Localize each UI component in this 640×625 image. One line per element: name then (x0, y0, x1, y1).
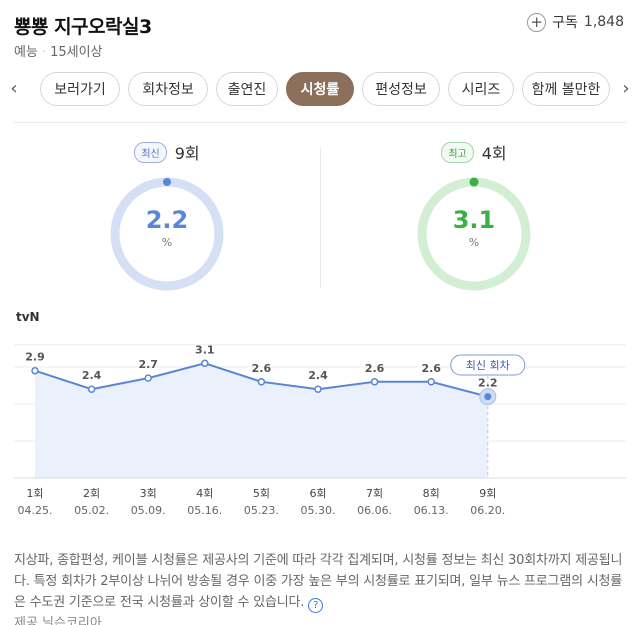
data-label: 2.6 (421, 362, 441, 375)
tab-schedule[interactable]: 편성정보 (362, 72, 440, 106)
highest-donut-marker (469, 177, 479, 187)
data-source: 제공 닐슨코리아 (14, 616, 102, 625)
latest-badge: 최신 (134, 141, 167, 163)
data-point (31, 366, 39, 375)
chevron-right-icon[interactable]: › (622, 78, 630, 99)
x-tick-label: 4회 (196, 487, 213, 500)
program-title[interactable]: 뿅뿅 지구오락실3 (14, 16, 152, 38)
channel-label: tvN (16, 310, 40, 324)
x-tick-date: 05.09. (131, 504, 166, 517)
data-point (257, 378, 266, 386)
program-meta: 예능 · 15세이상 (14, 45, 103, 60)
program-header: 뿅뿅 지구오락실3 예능 · 15세이상 + 구독 1,848 (0, 0, 640, 62)
data-label: 3.1 (195, 343, 215, 356)
highest-episode: 4회 (481, 144, 507, 163)
data-point (427, 378, 435, 386)
tab-episode-info[interactable]: 회차정보 (128, 72, 208, 106)
x-tick-label: 9회 (479, 487, 496, 500)
subscribe-button[interactable]: + 구독 1,848 (527, 12, 624, 32)
highest-rating-value: 3.1 (452, 206, 496, 234)
tab-ratings[interactable]: 시청률 (286, 72, 354, 106)
latest-donut-chart (110, 177, 224, 291)
data-label: 2.9 (25, 351, 45, 364)
x-tick-date: 06.06. (357, 504, 392, 517)
highest-badge: 최고 (441, 141, 474, 163)
x-tick-date: 05.23. (244, 504, 279, 517)
x-tick-date: 05.02. (74, 504, 109, 517)
tab-bar: ‹ 보러가기 회차정보 출연진 시청률 편성정보 시리즈 함께 볼만한 › (0, 70, 640, 110)
latest-callout (450, 354, 526, 376)
latest-rating-unit: % (161, 236, 173, 249)
series-area (35, 363, 488, 478)
x-tick-label: 7회 (366, 487, 383, 500)
x-tick-label: 2회 (83, 487, 100, 500)
data-point (201, 359, 209, 368)
x-tick-date: 05.16. (187, 504, 222, 517)
latest-donut-marker (163, 178, 171, 186)
help-icon[interactable]: ? (308, 598, 324, 613)
data-label: 2.2 (478, 377, 498, 390)
highest-donut-chart (417, 177, 531, 291)
latest-rating-value: 2.2 (145, 206, 189, 234)
data-label: 2.6 (365, 362, 385, 375)
x-tick-label: 8회 (423, 487, 440, 500)
data-label: 2.7 (138, 358, 158, 371)
x-tick-date: 06.20. (470, 504, 505, 517)
data-point (314, 385, 322, 393)
x-tick-date: 05.30. (301, 504, 336, 517)
subscriber-count: 1,848 (583, 14, 624, 30)
chevron-left-icon[interactable]: ‹ (10, 78, 18, 99)
note-text: 지상파, 종합편성, 케이블 시청률은 제공사의 기준에 따라 각각 집계되며,… (14, 553, 623, 610)
genre-label: 예능 (14, 45, 38, 60)
highest-rating-card: 최고 4회 3.1 % (394, 140, 554, 291)
tab-watch[interactable]: 보러가기 (40, 72, 120, 106)
data-label: 2.4 (308, 369, 328, 382)
x-tick-date: 06.13. (414, 504, 449, 517)
age-rating: 15세이상 (50, 45, 103, 60)
latest-rating-card: 최신 9회 2.2 % (87, 140, 247, 291)
data-point (484, 393, 492, 401)
section-divider (14, 122, 626, 123)
ratings-line-chart: 2.9 1회 04.25. 2.4 2회 05.02. 2.7 3회 05.09. 3.1 4회 05… (14, 343, 626, 517)
plus-icon: + (527, 12, 547, 32)
x-tick-label: 6회 (309, 487, 326, 500)
data-point (144, 374, 152, 382)
ratings-note: 지상파, 종합편성, 케이블 시청률은 제공사의 기준에 따라 각각 집계되며,… (14, 550, 628, 613)
data-label: 2.6 (252, 362, 272, 375)
tab-recommended[interactable]: 함께 볼만한 (522, 72, 610, 106)
vertical-divider (320, 148, 321, 288)
latest-callout-label: 최신 회차 (466, 359, 510, 372)
data-label: 2.4 (82, 369, 102, 382)
subscribe-label: 구독 (552, 15, 578, 31)
x-tick-label: 1회 (26, 487, 43, 500)
x-tick-label: 3회 (140, 487, 157, 500)
x-tick-label: 5회 (253, 487, 270, 500)
highest-rating-unit: % (468, 236, 480, 249)
data-point (370, 378, 379, 386)
x-tick-date: 04.25. (18, 504, 53, 517)
latest-episode: 9회 (174, 144, 200, 163)
data-point (87, 385, 96, 393)
tab-cast[interactable]: 출연진 (216, 72, 278, 106)
tab-series[interactable]: 시리즈 (448, 72, 514, 106)
